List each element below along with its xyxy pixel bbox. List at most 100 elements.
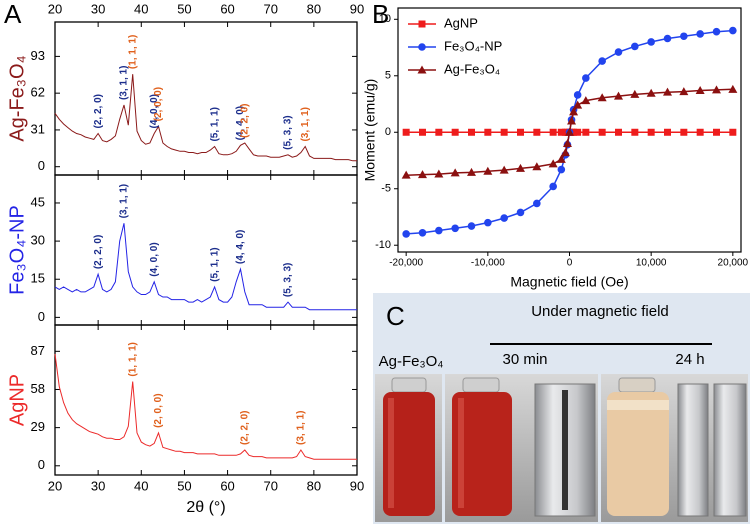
- x-tick-label: 20: [48, 1, 62, 16]
- marker: [695, 85, 705, 94]
- x-tick-label: 20: [48, 478, 62, 493]
- peak-label: (1, 1, 1): [127, 35, 138, 69]
- xrd-line: [54, 74, 357, 162]
- marker: [468, 128, 475, 136]
- legend-label: AgNP: [444, 15, 478, 30]
- marker: [532, 162, 542, 171]
- peak-label: (5, 1, 1): [209, 107, 220, 141]
- peak-label: (1, 1, 1): [127, 342, 138, 376]
- y-axis-label: Fe₃O₄-NP: [6, 205, 28, 295]
- xrd-line: [54, 353, 357, 460]
- marker: [556, 154, 566, 163]
- x-axis-label: 2θ (°): [186, 499, 225, 516]
- legend-marker: [417, 65, 427, 74]
- x-tick-label: 30: [91, 478, 105, 493]
- peak-label: (4, 0, 0): [149, 242, 160, 276]
- time-label: 30 min: [502, 351, 547, 368]
- marker: [467, 167, 476, 176]
- legend-marker: [418, 43, 426, 51]
- y-tick-label: 58: [31, 381, 45, 396]
- panel-label: A: [4, 0, 22, 29]
- marker: [614, 48, 623, 56]
- legend-label: Fe₃O₄-NP: [444, 38, 502, 53]
- x-tick-label: 50: [177, 478, 191, 493]
- marker: [581, 96, 591, 105]
- marker: [500, 128, 508, 136]
- marker: [647, 38, 655, 46]
- marker: [557, 165, 566, 174]
- marker: [573, 91, 582, 99]
- marker: [562, 139, 572, 148]
- y-axis-label: Moment (emu/g): [362, 79, 378, 182]
- peak-label: (2, 2, 0): [239, 411, 250, 445]
- marker: [418, 228, 427, 237]
- marker: [516, 163, 525, 172]
- peak-label: (3, 1, 1): [296, 411, 307, 445]
- marker: [647, 128, 655, 136]
- marker: [418, 170, 427, 179]
- marker: [598, 128, 606, 136]
- x-tick-label: 20,000: [718, 258, 749, 269]
- x-tick-label: 40: [134, 1, 148, 16]
- marker: [401, 170, 411, 179]
- peak-label: (4, 4, 0): [235, 106, 246, 140]
- peak-label: (2, 2, 0): [93, 235, 104, 269]
- marker: [729, 128, 737, 136]
- marker: [582, 128, 590, 136]
- marker: [500, 214, 508, 222]
- marker: [548, 159, 558, 168]
- marker: [582, 74, 590, 82]
- x-tick-label: 40: [134, 478, 148, 493]
- marker: [517, 128, 524, 136]
- panel-c-heading: Under magnetic field: [531, 303, 669, 320]
- marker: [451, 224, 459, 233]
- marker: [434, 169, 444, 178]
- marker: [499, 165, 509, 174]
- marker: [664, 128, 671, 136]
- marker: [567, 116, 577, 125]
- marker: [569, 107, 579, 116]
- marker: [435, 226, 443, 235]
- x-tick-label: 90: [350, 478, 364, 493]
- y-tick-label: 29: [31, 419, 45, 434]
- x-tick-label: 70: [263, 1, 277, 16]
- y-tick-label: -5: [381, 183, 391, 195]
- y-tick-label: 0: [38, 309, 45, 324]
- marker: [574, 128, 582, 136]
- marker: [549, 182, 557, 191]
- y-tick-label: -10: [375, 239, 391, 251]
- x-tick-label: 50: [177, 1, 191, 16]
- peak-label: (2, 2, 0): [239, 104, 250, 138]
- marker: [549, 128, 557, 136]
- y-tick-label: 31: [31, 121, 45, 136]
- marker: [435, 128, 443, 136]
- marker: [467, 222, 476, 230]
- photo: [601, 374, 748, 522]
- marker: [680, 32, 688, 41]
- y-tick-label: 87: [31, 343, 45, 358]
- marker: [646, 88, 656, 97]
- marker: [631, 42, 639, 51]
- marker: [484, 218, 492, 227]
- marker: [728, 84, 738, 93]
- x-tick-label: 90: [350, 1, 364, 16]
- marker: [696, 30, 704, 38]
- peak-label: (3, 1, 1): [119, 66, 130, 100]
- photo: [445, 374, 598, 522]
- peak-label: (4, 0, 0): [149, 94, 160, 128]
- panel-c: C Under magnetic field 30 min 24 h Ag-Fe…: [373, 293, 750, 524]
- marker: [570, 128, 578, 136]
- x-tick-label: 80: [307, 1, 321, 16]
- peak-label: (2, 2, 0): [93, 94, 104, 128]
- x-tick-label: 60: [220, 1, 234, 16]
- marker: [516, 208, 525, 217]
- marker: [631, 128, 639, 136]
- peak-label: (5, 3, 3): [283, 263, 294, 297]
- time-label: 24 h: [675, 351, 704, 368]
- y-axis-label: AgNP: [6, 374, 28, 426]
- x-tick-label: 80: [307, 478, 321, 493]
- marker: [713, 128, 720, 136]
- marker: [680, 128, 688, 136]
- marker: [663, 87, 672, 96]
